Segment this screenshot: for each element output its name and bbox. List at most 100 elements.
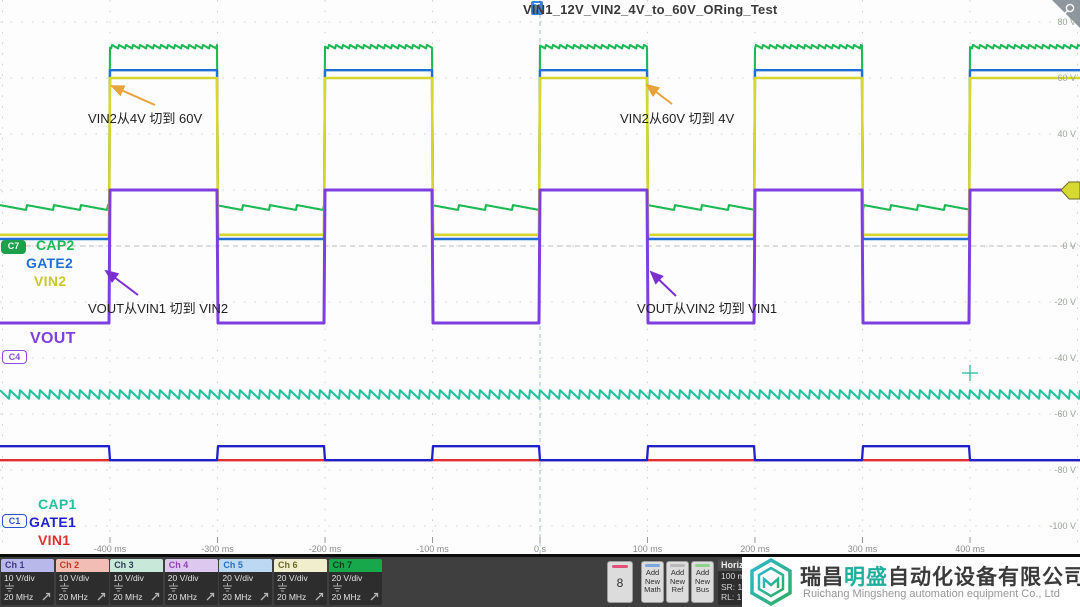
time-label: -100 ms — [416, 544, 449, 554]
channel-name: Ch 5 — [219, 559, 273, 572]
time-label: -400 ms — [93, 544, 127, 554]
add-math-stripe — [645, 564, 660, 567]
coupling-ground-icon — [168, 583, 178, 592]
coupling-ground-icon — [223, 583, 233, 592]
time-label: 300 ms — [847, 544, 878, 554]
trace-vin2 — [0, 76, 1080, 237]
channel-name: Ch 2 — [55, 559, 109, 572]
channel-badge-c4[interactable]: C4 — [2, 350, 27, 364]
channel-tile-ch5[interactable]: Ch 5 20 V/div 20 MHz — [219, 559, 273, 605]
channel-tile-ch2[interactable]: Ch 2 10 V/div 20 MHz — [55, 559, 109, 605]
channel-name: Ch 3 — [110, 559, 164, 572]
trigger-marker-icon[interactable]: T — [531, 1, 543, 15]
probe-icon — [370, 592, 378, 601]
annotation-vin2-60-to-4: VIN2从60V 切到 4V — [620, 111, 735, 126]
probe-icon — [260, 592, 269, 601]
company-cn-highlight: 明盛 — [844, 566, 888, 589]
graticule-bottom-edge — [0, 554, 1080, 557]
add-bus-stripe — [695, 564, 710, 567]
time-label: -300 ms — [201, 544, 234, 554]
channel-bandwidth: 20 MHz — [58, 592, 88, 602]
channel-tile-ch1[interactable]: Ch 1 10 V/div 20 MHz — [1, 559, 54, 605]
coupling-ground-icon — [114, 583, 124, 592]
add-new-bus-button[interactable]: Add New Bus — [691, 561, 714, 603]
company-name-cn: 瑞昌明盛自动化设备有限公司 — [800, 561, 1080, 591]
channel-tile-ch7[interactable]: Ch 7 20 V/div 20 MHz — [328, 559, 382, 605]
annotation-vin2-4-to-60: VIN2从4V 切到 60V — [88, 111, 203, 126]
probe-icon — [42, 592, 51, 601]
channel-settings: 20 V/div 20 MHz — [164, 572, 218, 605]
channel-bandwidth: 20 MHz — [4, 592, 34, 602]
add-bus-line1: Add — [695, 568, 710, 577]
voltage-label: 60 V — [1057, 73, 1076, 83]
channel-bandwidth: 20 MHz — [331, 592, 361, 602]
add-math-line3: Math — [644, 585, 661, 594]
channel-scale: 20 V/div — [277, 573, 308, 583]
channel-settings: 20 V/div 20 MHz — [274, 572, 327, 605]
channel-name: Ch 4 — [164, 559, 218, 572]
trace-label-vin1: VIN1 — [38, 532, 71, 548]
trace-label-gate1: GATE1 — [29, 514, 77, 530]
channel-settings: 20 V/div 20 MHz — [328, 572, 382, 605]
time-label: 400 ms — [955, 544, 985, 554]
channel-badge-c7[interactable]: C7 — [1, 240, 26, 254]
channel-scale: 20 V/div — [167, 573, 199, 583]
horizontal-record-length: RL: 1. — [721, 592, 744, 602]
channel-tile-ch6[interactable]: Ch 6 20 V/div 20 MHz — [274, 559, 327, 605]
waveform-display: T VIN1_12V_VIN2_4V_to_60V_ORing_Test C7 … — [0, 0, 1080, 554]
channel-bandwidth: 20 MHz — [277, 592, 307, 602]
trace-vout — [0, 188, 1080, 325]
company-logo-icon — [750, 558, 792, 606]
voltage-label: -80 V — [1054, 465, 1076, 475]
channel-8-label: 8 — [616, 576, 624, 590]
trace-label-vout: VOUT — [30, 330, 76, 347]
channel-8-button[interactable]: 8 — [607, 561, 633, 603]
annotation-arrow — [104, 269, 139, 296]
channel-scale: 10 V/div — [4, 573, 35, 583]
trace-label-cap2: CAP2 — [36, 237, 75, 253]
company-cn-post: 自动化设备有限公司 — [888, 566, 1080, 589]
add-new-math-button[interactable]: Add New Math — [641, 561, 664, 603]
channel-bandwidth: 20 MHz — [222, 592, 252, 602]
voltage-label: 0 V — [1062, 241, 1076, 251]
channel-bandwidth: 20 MHz — [167, 592, 198, 602]
company-brand-panel: 瑞昌明盛自动化设备有限公司 Ruichang Mingsheng automat… — [742, 557, 1080, 607]
add-math-line2: New — [644, 576, 660, 586]
voltage-label: -20 V — [1054, 297, 1076, 307]
channel-tile-ch4[interactable]: Ch 4 20 V/div 20 MHz — [164, 559, 218, 605]
add-new-ref-button[interactable]: Add New Ref — [666, 561, 689, 603]
voltage-label: 40 V — [1057, 129, 1076, 139]
time-label: 200 ms — [740, 544, 770, 554]
add-ref-stripe — [670, 564, 685, 567]
channel-settings: 10 V/div 20 MHz — [1, 572, 54, 605]
annotation-arrow — [645, 83, 673, 105]
trace-gate1 — [0, 445, 1080, 462]
trace-cap1 — [0, 389, 1080, 400]
channel-settings: 20 V/div 20 MHz — [219, 572, 273, 605]
channel-position-arrow-icon[interactable] — [1060, 181, 1080, 200]
time-label: 100 ms — [632, 544, 663, 554]
annotation-vout-vin2-to-vin1: VOUT从VIN2 切到 VIN1 — [637, 301, 778, 316]
channel-bandwidth: 20 MHz — [113, 592, 143, 602]
channel-scale: 20 V/div — [222, 573, 254, 583]
add-math-line1: Add — [645, 568, 660, 577]
probe-icon — [97, 592, 105, 601]
time-label: -200 ms — [308, 544, 342, 554]
channel-name: Ch 6 — [274, 559, 327, 572]
zoom-corner-icon[interactable] — [1052, 0, 1080, 28]
channel-tile-ch3[interactable]: Ch 3 10 V/div 20 MHz — [110, 559, 164, 605]
cursor-crosshair-icon[interactable] — [962, 365, 978, 381]
coupling-ground-icon — [278, 583, 287, 592]
coupling-ground-icon — [5, 583, 14, 592]
coupling-ground-icon — [59, 583, 69, 592]
channel-badge-c1[interactable]: C1 — [2, 514, 27, 528]
time-label: 0 s — [533, 544, 546, 554]
voltage-label: 80 V — [1057, 17, 1076, 27]
trace-cap2 — [0, 43, 1080, 211]
annotation-arrow — [110, 85, 156, 106]
page-title: VIN1_12V_VIN2_4V_to_60V_ORing_Test — [523, 2, 778, 17]
annotation-vout-vin1-to-vin2: VOUT从VIN1 切到 VIN2 — [88, 301, 229, 316]
voltage-label: -100 V — [1049, 521, 1076, 531]
probe-icon — [151, 592, 160, 601]
